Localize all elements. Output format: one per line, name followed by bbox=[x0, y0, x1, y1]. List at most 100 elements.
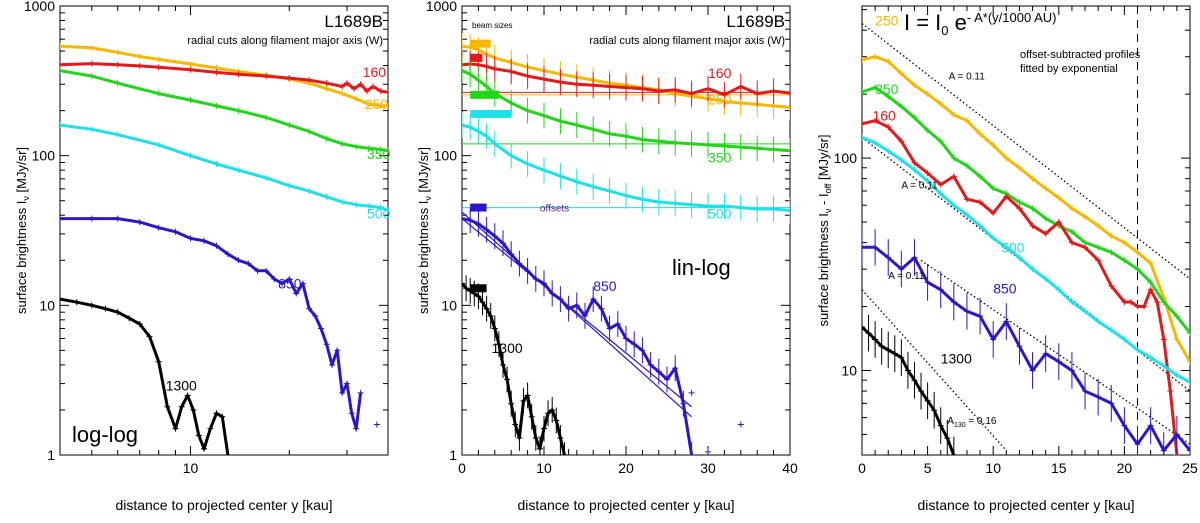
data-point bbox=[348, 410, 355, 417]
data-point bbox=[462, 61, 465, 68]
data-point bbox=[114, 309, 121, 316]
data-point bbox=[1029, 205, 1036, 212]
data-point bbox=[201, 237, 208, 244]
data-point bbox=[363, 88, 370, 95]
y-tick-label: 10 bbox=[841, 362, 857, 378]
series-label-1300: 1300 bbox=[492, 340, 523, 356]
data-point bbox=[655, 138, 662, 145]
chart-title: L1689B bbox=[726, 12, 785, 31]
data-point bbox=[1147, 286, 1154, 293]
data-point bbox=[680, 400, 687, 407]
data-point bbox=[950, 202, 957, 209]
data-point bbox=[606, 83, 613, 90]
data-point bbox=[334, 347, 341, 354]
series-850 bbox=[462, 205, 695, 455]
data-point bbox=[1121, 422, 1128, 429]
data-point bbox=[911, 114, 918, 121]
data-point bbox=[1147, 279, 1154, 286]
panel-right: 10 100 0 5 10 15 20 25 distance to projected cen… bbox=[816, 5, 1198, 513]
data-point bbox=[590, 126, 597, 133]
data-point bbox=[60, 296, 63, 303]
data-point bbox=[1147, 422, 1154, 429]
series-label-850: 850 bbox=[278, 275, 302, 291]
data-point bbox=[1003, 193, 1010, 200]
data-point bbox=[787, 207, 790, 214]
x-tick-label: 20 bbox=[1117, 460, 1133, 476]
data-point bbox=[306, 128, 313, 135]
beam-size-850 bbox=[470, 203, 487, 212]
data-point bbox=[286, 182, 293, 189]
data-point bbox=[339, 83, 346, 90]
data-point bbox=[977, 313, 984, 320]
series-line bbox=[862, 55, 1190, 363]
outlier-point bbox=[705, 448, 711, 455]
data-point bbox=[541, 280, 547, 287]
data-point bbox=[862, 120, 865, 127]
data-point bbox=[60, 67, 63, 74]
data-point bbox=[647, 361, 654, 368]
data-point bbox=[263, 73, 270, 80]
data-point bbox=[500, 240, 506, 247]
data-point bbox=[187, 152, 194, 159]
data-point bbox=[235, 257, 242, 264]
data-point bbox=[299, 280, 306, 287]
x-tick-label: 0 bbox=[858, 460, 866, 476]
data-point bbox=[1068, 239, 1075, 246]
data-point bbox=[623, 133, 629, 140]
beam-size-160 bbox=[470, 53, 483, 62]
data-point bbox=[263, 267, 270, 274]
equation-title: I = I0 e- A*(y/1000 AU) bbox=[904, 10, 1057, 38]
x-ticks: 0 5 10 15 20 25 bbox=[858, 6, 1198, 476]
data-point bbox=[467, 71, 474, 78]
fit-label: A = 0.11 bbox=[949, 71, 986, 82]
data-point bbox=[1134, 441, 1141, 448]
data-point bbox=[60, 122, 63, 129]
data-point bbox=[524, 107, 531, 114]
series-250 bbox=[862, 53, 1190, 365]
data-point bbox=[911, 159, 918, 166]
data-point bbox=[323, 85, 330, 92]
data-point bbox=[721, 91, 728, 98]
data-point bbox=[1003, 244, 1010, 251]
data-point bbox=[977, 222, 984, 229]
data-point bbox=[904, 367, 911, 374]
series-1300 bbox=[462, 270, 570, 455]
data-point bbox=[705, 203, 711, 210]
series-label-500: 500 bbox=[708, 206, 732, 222]
fit-label: A = 0.11 bbox=[888, 271, 925, 282]
data-point bbox=[475, 77, 482, 84]
data-point bbox=[491, 233, 498, 240]
plot-frame bbox=[59, 5, 389, 456]
data-point bbox=[931, 407, 938, 414]
data-point bbox=[672, 200, 679, 207]
data-point bbox=[235, 167, 242, 174]
data-point bbox=[885, 124, 892, 131]
data-point bbox=[184, 392, 191, 399]
data-point bbox=[155, 224, 162, 231]
data-point bbox=[672, 365, 679, 372]
data-point bbox=[60, 43, 63, 50]
data-point bbox=[918, 388, 925, 395]
data-point bbox=[1160, 362, 1167, 369]
data-point bbox=[1042, 215, 1049, 222]
data-point bbox=[787, 147, 790, 154]
data-point bbox=[963, 117, 970, 124]
data-point bbox=[705, 141, 711, 148]
x-tick-label: 0 bbox=[458, 460, 466, 476]
data-point bbox=[963, 211, 970, 218]
data-point bbox=[541, 76, 547, 83]
data-point bbox=[263, 114, 270, 121]
series-350 bbox=[862, 84, 1190, 337]
data-point bbox=[590, 82, 597, 89]
data-point bbox=[114, 61, 121, 68]
data-point bbox=[1187, 358, 1190, 365]
data-point bbox=[898, 266, 905, 273]
data-point bbox=[114, 80, 121, 87]
data-point bbox=[872, 244, 879, 251]
x-tick-label: 40 bbox=[782, 460, 798, 476]
x-ticks: 0 10 20 30 40 bbox=[458, 6, 798, 476]
data-point bbox=[88, 73, 95, 80]
data-point bbox=[573, 81, 580, 88]
